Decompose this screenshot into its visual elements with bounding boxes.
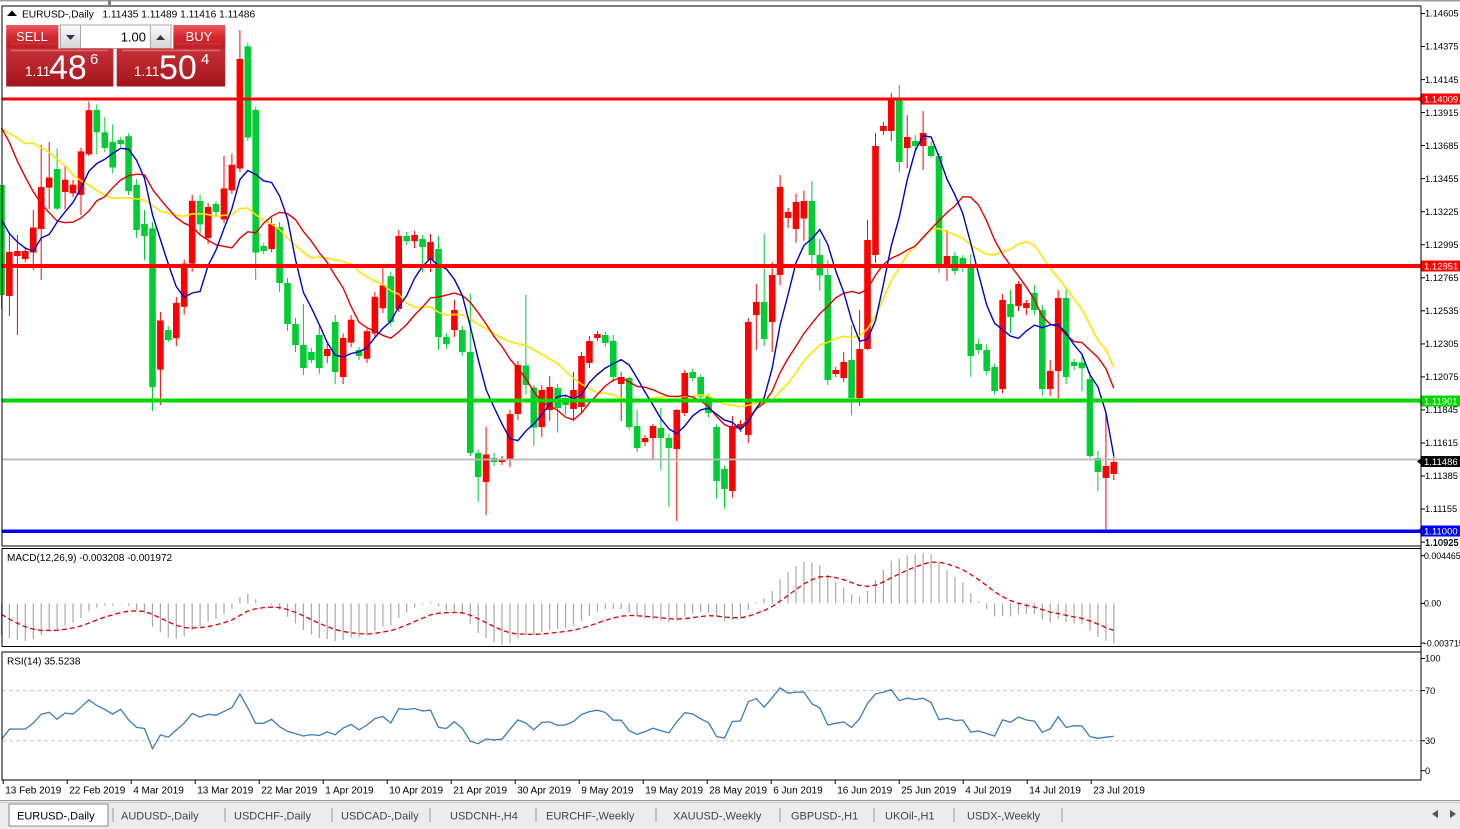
svg-text:-0.003715: -0.003715 [1424, 638, 1460, 648]
svg-text:SELL: SELL [16, 29, 48, 44]
svg-text:13 Mar 2019: 13 Mar 2019 [197, 786, 254, 797]
svg-text:1.12765: 1.12765 [1425, 273, 1459, 283]
svg-text:16 Jun 2019: 16 Jun 2019 [837, 786, 892, 797]
svg-text:EURUSD-,Daily: EURUSD-,Daily [17, 811, 95, 823]
svg-text:4 Jul 2019: 4 Jul 2019 [965, 786, 1012, 797]
svg-text:1.14009: 1.14009 [1424, 95, 1458, 106]
svg-text:1.11615: 1.11615 [1425, 438, 1458, 448]
svg-text:1.12305: 1.12305 [1425, 339, 1459, 349]
svg-text:1.10925: 1.10925 [1425, 538, 1459, 548]
svg-text:USDCAD-,Daily: USDCAD-,Daily [341, 811, 419, 823]
svg-text:1.14605: 1.14605 [1425, 9, 1459, 19]
svg-text:0: 0 [1425, 766, 1430, 776]
svg-text:28 May 2019: 28 May 2019 [709, 786, 767, 797]
svg-text:50: 50 [159, 49, 197, 87]
svg-text:48: 48 [49, 49, 87, 87]
svg-text:1.11486: 1.11486 [1424, 457, 1458, 468]
svg-text:1.12851: 1.12851 [1424, 262, 1458, 273]
svg-text:MACD(12,26,9) -0.003208 -0.001: MACD(12,26,9) -0.003208 -0.001972 [7, 553, 173, 564]
svg-text:70: 70 [1425, 686, 1435, 696]
svg-text:1.12995: 1.12995 [1425, 240, 1459, 250]
svg-text:4 Mar 2019: 4 Mar 2019 [133, 786, 184, 797]
svg-text:1.13685: 1.13685 [1425, 141, 1459, 151]
svg-text:1.12535: 1.12535 [1425, 306, 1459, 316]
svg-text:13 Feb 2019: 13 Feb 2019 [5, 786, 62, 797]
svg-text:1.13915: 1.13915 [1425, 108, 1459, 118]
svg-text:AUDUSD-,Daily: AUDUSD-,Daily [121, 811, 199, 823]
svg-text:EURCHF-,Weekly: EURCHF-,Weekly [546, 811, 635, 823]
svg-text:1 Apr 2019: 1 Apr 2019 [325, 786, 374, 797]
svg-text:30 Apr 2019: 30 Apr 2019 [517, 786, 571, 797]
svg-text:1.11901: 1.11901 [1424, 397, 1458, 408]
svg-text:9 May 2019: 9 May 2019 [581, 786, 634, 797]
svg-text:25 Jun 2019: 25 Jun 2019 [901, 786, 956, 797]
svg-text:1.13225: 1.13225 [1425, 207, 1459, 217]
svg-text:23 Jul 2019: 23 Jul 2019 [1093, 786, 1145, 797]
svg-text:4: 4 [201, 51, 209, 68]
svg-text:1.10925: 1.10925 [1425, 537, 1459, 547]
svg-text:22 Feb 2019: 22 Feb 2019 [69, 786, 126, 797]
svg-text:1.11385: 1.11385 [1425, 471, 1458, 481]
svg-text:100: 100 [1425, 654, 1441, 664]
svg-text:14 Jul 2019: 14 Jul 2019 [1029, 786, 1081, 797]
svg-text:1.11155: 1.11155 [1425, 504, 1457, 514]
svg-text:22 Mar 2019: 22 Mar 2019 [261, 786, 318, 797]
svg-text:EURUSD-,Daily 1.11435 1.1148: EURUSD-,Daily 1.11435 1.11489 1.11416 1.… [22, 9, 255, 20]
svg-text:0.00: 0.00 [1424, 599, 1441, 609]
svg-text:1.12075: 1.12075 [1425, 372, 1459, 382]
svg-text:UKOil-,H1: UKOil-,H1 [885, 811, 935, 823]
svg-text:1.00: 1.00 [121, 30, 146, 45]
svg-text:1.11: 1.11 [25, 64, 50, 79]
svg-text:RSI(14) 35.5238: RSI(14) 35.5238 [7, 657, 81, 668]
svg-text:6 Jun 2019: 6 Jun 2019 [773, 786, 823, 797]
svg-text:21 Apr 2019: 21 Apr 2019 [453, 786, 507, 797]
svg-text:6: 6 [90, 51, 98, 68]
svg-text:XAUUSD-,Weekly: XAUUSD-,Weekly [673, 811, 762, 823]
svg-text:30: 30 [1425, 736, 1435, 746]
svg-text:1.13455: 1.13455 [1425, 174, 1459, 184]
svg-text:USDX-,Weekly: USDX-,Weekly [967, 811, 1041, 823]
svg-text:1.11845: 1.11845 [1425, 405, 1458, 415]
svg-text:0.004465: 0.004465 [1424, 551, 1460, 561]
svg-text:GBPUSD-,H1: GBPUSD-,H1 [791, 811, 858, 823]
svg-text:19 May 2019: 19 May 2019 [645, 786, 703, 797]
svg-text:USDCNH-,H4: USDCNH-,H4 [450, 811, 518, 823]
svg-text:1.11: 1.11 [134, 64, 159, 79]
svg-text:10 Apr 2019: 10 Apr 2019 [389, 786, 443, 797]
svg-text:BUY: BUY [186, 29, 213, 44]
svg-text:1.14145: 1.14145 [1425, 75, 1459, 85]
svg-text:1.14375: 1.14375 [1425, 42, 1459, 52]
svg-text:USDCHF-,Daily: USDCHF-,Daily [234, 811, 312, 823]
svg-text:1.11000: 1.11000 [1424, 527, 1458, 538]
